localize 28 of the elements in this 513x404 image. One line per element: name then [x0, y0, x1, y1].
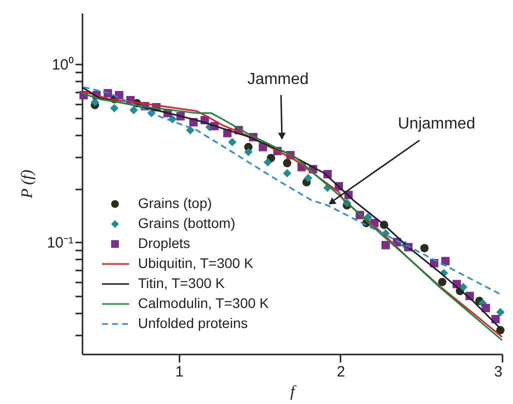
x-tick-label: 1: [175, 364, 184, 380]
point: [438, 278, 446, 286]
point: [304, 174, 312, 182]
x-tick-label: 3: [494, 364, 502, 380]
point: [228, 138, 236, 146]
x-tick-label: 2: [336, 364, 346, 380]
point: [496, 308, 505, 316]
point: [420, 244, 429, 252]
legend-label: Droplets: [138, 235, 190, 251]
annotation: Unjammed: [398, 115, 476, 132]
legend-label: Ubiquitin, T=300 K: [138, 255, 254, 271]
point: [130, 106, 138, 114]
legend-label: Titin, T=300 K: [138, 275, 226, 291]
legend-label: Unfolded proteins: [138, 315, 248, 331]
point: [244, 148, 253, 156]
point: [382, 240, 390, 250]
point: [282, 158, 292, 168]
y-tick-label: 10⁻¹: [46, 234, 74, 252]
point: [110, 104, 118, 112]
legend-label: Grains (bottom): [138, 215, 236, 231]
annotation: Jammed: [247, 71, 309, 88]
y-tick-label: 10⁰: [52, 56, 74, 74]
point: [264, 158, 272, 166]
legend-label: Calmodulin, T=300 K: [138, 295, 270, 311]
legend-label: Grains (top): [138, 195, 212, 211]
y-axis-title: P (f): [18, 170, 36, 200]
point: [282, 169, 292, 178]
x-axis-title: f: [290, 384, 298, 400]
